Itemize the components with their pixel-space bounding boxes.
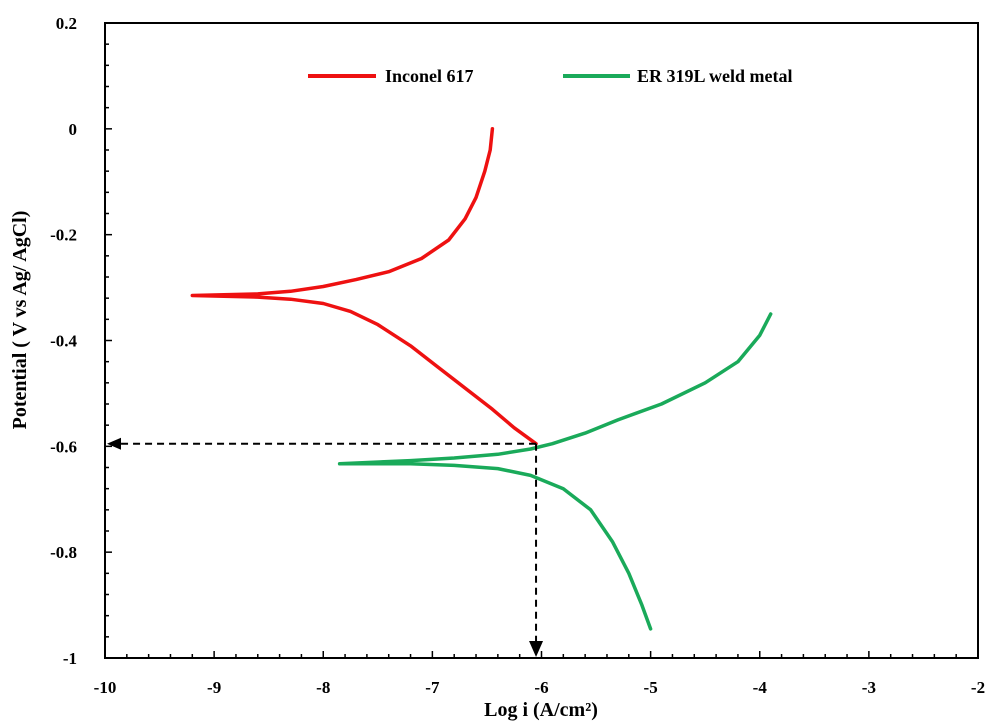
y-tick-label: 0.2 (56, 14, 77, 33)
y-tick-label: -0.6 (50, 437, 77, 456)
ecorr-icorr-annotation (107, 437, 544, 657)
x-tick-label: -2 (971, 678, 985, 697)
series-group (190, 127, 773, 631)
legend-label-inconel-617: Inconel 617 (385, 66, 474, 86)
y-tick-label: -0.2 (50, 226, 77, 245)
x-axis-title: Log i (A/cm²) (484, 699, 598, 721)
series-line-0 (190, 127, 538, 446)
x-tick-labels: -10 -9 -8 -7 -6 -5 -4 -3 -2 (94, 678, 985, 697)
x-tick-label: -9 (207, 678, 221, 697)
legend-label-er319l: ER 319L weld metal (637, 66, 793, 86)
x-tick-label: -3 (862, 678, 876, 697)
y-axis-title: Potential ( V vs Ag/ AgCl) (9, 211, 31, 430)
x-tick-label: -4 (753, 678, 768, 697)
x-tick-label: -10 (94, 678, 117, 697)
y-tick-label: 0 (69, 120, 78, 139)
x-tick-label: -8 (316, 678, 330, 697)
x-tick-label: -5 (644, 678, 658, 697)
legend: Inconel 617 ER 319L weld metal (308, 66, 793, 86)
y-tick-label: -1 (63, 649, 77, 668)
ecorr-arrowhead (107, 437, 121, 450)
y-tick-label: -0.8 (50, 543, 77, 562)
plot-frame (104, 22, 979, 659)
y-tick-labels: 0.2 0 -0.2 -0.4 -0.6 -0.8 -1 (50, 14, 77, 668)
minor-ticks (104, 22, 979, 659)
x-tick-label: -6 (534, 678, 548, 697)
series-line-1 (337, 312, 773, 631)
icorr-arrowhead (529, 641, 544, 657)
x-tick-label: -7 (425, 678, 440, 697)
y-tick-label: -0.4 (50, 332, 77, 351)
